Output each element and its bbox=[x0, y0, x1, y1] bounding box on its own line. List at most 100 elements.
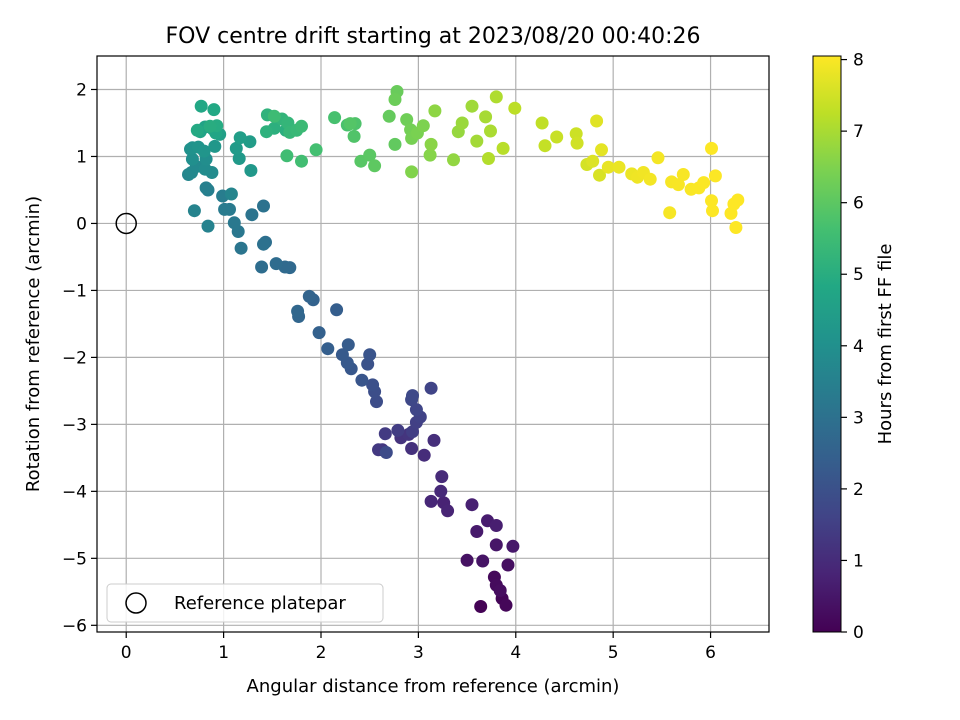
data-point bbox=[612, 160, 626, 174]
colorbar-tick-label: 5 bbox=[853, 265, 864, 285]
data-point bbox=[501, 558, 515, 572]
data-point bbox=[427, 433, 441, 447]
chart-title: FOV centre drift starting at 2023/08/20 … bbox=[166, 24, 701, 49]
data-point bbox=[343, 117, 357, 131]
data-point bbox=[199, 181, 213, 195]
colorbar-tick-label: 2 bbox=[853, 480, 864, 500]
data-point bbox=[729, 221, 743, 234]
data-point bbox=[731, 193, 745, 207]
reference-marker-group bbox=[115, 212, 137, 235]
data-point bbox=[416, 119, 430, 133]
y-tick-label: −5 bbox=[62, 549, 87, 569]
data-point bbox=[203, 119, 217, 133]
data-point bbox=[368, 159, 382, 173]
data-point bbox=[321, 342, 335, 356]
data-point bbox=[435, 470, 449, 484]
data-point bbox=[569, 127, 583, 141]
plot-frame bbox=[96, 55, 770, 633]
data-point bbox=[470, 525, 484, 538]
data-point bbox=[388, 93, 402, 106]
y-axis-ticks: −6 −5 −4 −3 −2 −1 0 1 2 bbox=[62, 80, 97, 636]
data-point bbox=[455, 116, 469, 130]
data-point bbox=[474, 600, 488, 613]
y-tick-label: −1 bbox=[62, 281, 87, 301]
data-point bbox=[601, 160, 615, 174]
data-point bbox=[201, 219, 215, 233]
data-point bbox=[233, 131, 247, 145]
colorbar-tick-label: 8 bbox=[853, 51, 864, 71]
legend: Reference platepar bbox=[106, 583, 384, 623]
x-tick-label: 1 bbox=[218, 643, 229, 663]
data-point bbox=[441, 504, 455, 518]
data-point bbox=[363, 348, 377, 362]
x-tick-label: 3 bbox=[413, 643, 424, 663]
data-point bbox=[489, 519, 503, 532]
data-point bbox=[391, 423, 405, 437]
colorbar-gradient bbox=[812, 55, 842, 633]
data-point bbox=[550, 130, 564, 144]
data-point bbox=[651, 151, 665, 165]
data-point bbox=[708, 169, 722, 183]
data-point bbox=[330, 303, 344, 317]
data-point bbox=[328, 111, 342, 125]
data-point bbox=[224, 187, 238, 201]
data-point bbox=[705, 141, 718, 155]
data-point bbox=[208, 139, 222, 153]
x-axis-label: Angular distance from reference (arcmin) bbox=[247, 676, 620, 697]
data-point bbox=[676, 168, 690, 181]
x-axis-ticks: 0 1 2 3 4 5 6 bbox=[121, 632, 716, 663]
data-point bbox=[697, 176, 711, 190]
reference-marker bbox=[115, 212, 137, 235]
data-point bbox=[506, 539, 520, 553]
data-point bbox=[586, 154, 600, 168]
data-point bbox=[335, 348, 349, 362]
colorbar: 0 1 2 3 4 5 6 7 8 Hours from first FF file bbox=[812, 51, 896, 643]
y-tick-label: −2 bbox=[62, 348, 87, 368]
x-tick-label: 4 bbox=[510, 643, 521, 663]
colorbar-tick-label: 0 bbox=[853, 623, 864, 643]
data-point bbox=[499, 598, 513, 612]
x-tick-label: 0 bbox=[121, 643, 132, 663]
data-point bbox=[538, 139, 552, 153]
data-point bbox=[595, 143, 608, 157]
data-point bbox=[347, 129, 361, 143]
data-point bbox=[424, 381, 438, 395]
data-point bbox=[260, 125, 273, 139]
data-point bbox=[379, 446, 393, 459]
data-point bbox=[366, 378, 380, 392]
data-point bbox=[465, 99, 479, 113]
data-point bbox=[295, 154, 308, 168]
data-point bbox=[489, 538, 503, 552]
data-point bbox=[257, 199, 270, 213]
data-point bbox=[643, 172, 657, 186]
data-point bbox=[185, 152, 199, 166]
data-point bbox=[663, 206, 677, 220]
data-point bbox=[671, 178, 685, 192]
data-point bbox=[355, 373, 369, 387]
data-point bbox=[406, 389, 419, 403]
data-point bbox=[447, 153, 460, 167]
data-point bbox=[312, 326, 326, 340]
data-points bbox=[182, 85, 745, 613]
data-point bbox=[234, 241, 248, 255]
data-point bbox=[417, 448, 431, 462]
legend-label-reference: Reference platepar bbox=[174, 593, 346, 614]
data-point bbox=[705, 194, 718, 208]
data-point bbox=[244, 164, 258, 177]
x-tick-label: 2 bbox=[316, 643, 327, 663]
data-point bbox=[207, 103, 221, 117]
data-point bbox=[302, 289, 316, 303]
data-point bbox=[388, 137, 402, 151]
data-point bbox=[197, 144, 211, 158]
data-point bbox=[378, 427, 392, 441]
colorbar-tick-label: 1 bbox=[853, 551, 864, 571]
data-point bbox=[291, 304, 305, 318]
data-point bbox=[363, 148, 377, 162]
y-axis-label: Rotation from reference (arcmin) bbox=[23, 196, 44, 492]
data-point bbox=[370, 395, 383, 409]
y-tick-label: 1 bbox=[76, 147, 87, 167]
colorbar-ticks: 0 1 2 3 4 5 6 7 8 bbox=[841, 51, 864, 643]
data-point bbox=[479, 110, 493, 124]
legend-marker-reference bbox=[125, 592, 147, 614]
data-point bbox=[229, 141, 243, 155]
